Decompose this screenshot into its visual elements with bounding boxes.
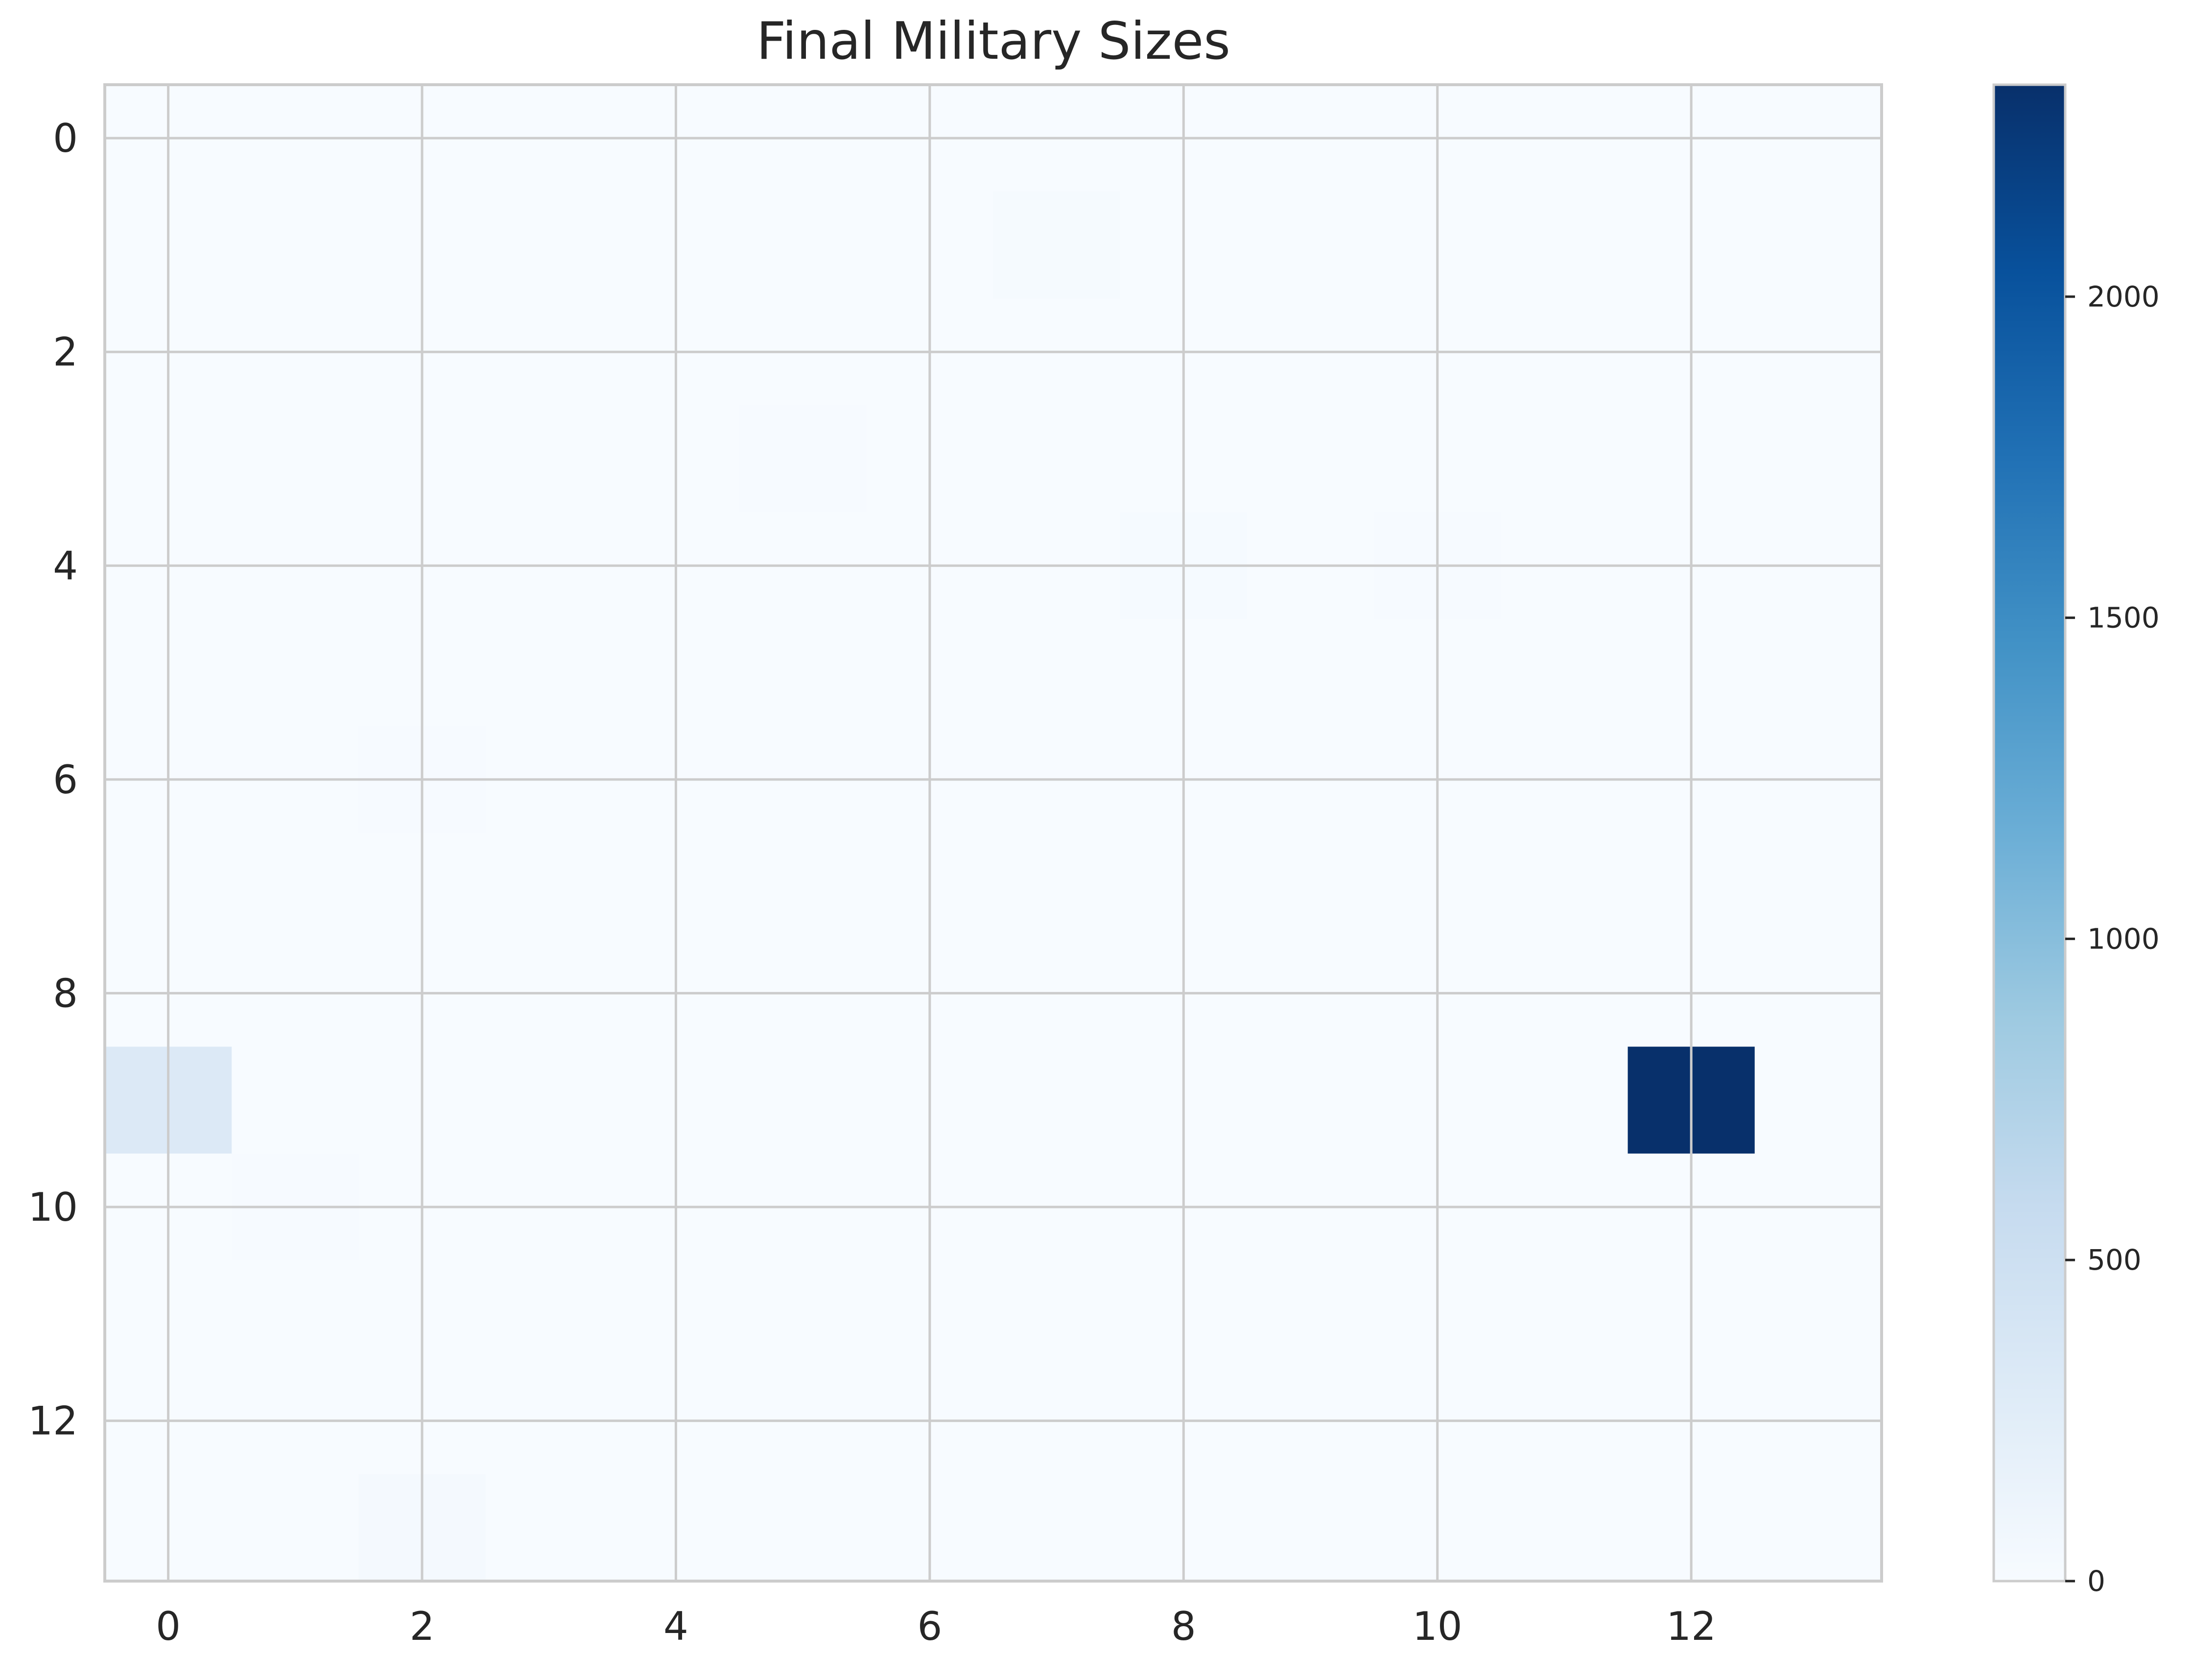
colorbar-tick-label: 1500 xyxy=(2087,601,2160,635)
y-tick-label: 8 xyxy=(53,970,78,1016)
heatmap-cell xyxy=(993,191,1120,299)
x-tick-label: 12 xyxy=(1666,1604,1716,1649)
colorbar xyxy=(1992,83,2067,1583)
y-tick-label: 12 xyxy=(28,1398,78,1444)
colorbar-tick-label: 500 xyxy=(2087,1243,2142,1277)
chart-title: Final Military Sizes xyxy=(756,11,1230,71)
plot-frame xyxy=(103,83,1883,1583)
x-tick-label: 0 xyxy=(156,1604,181,1649)
colorbar-tick-label: 1000 xyxy=(2087,922,2160,955)
heatmap-cell xyxy=(739,405,867,513)
x-tick-label: 2 xyxy=(410,1604,435,1649)
x-tick-label: 4 xyxy=(663,1604,688,1649)
colorbar-tick-label: 0 xyxy=(2087,1564,2105,1598)
x-tick-label: 10 xyxy=(1413,1604,1462,1649)
y-tick-label: 0 xyxy=(53,116,78,161)
x-tick-label: 8 xyxy=(1171,1604,1196,1649)
y-tick-label: 4 xyxy=(53,543,78,589)
y-tick-label: 6 xyxy=(53,757,78,803)
y-tick-label: 10 xyxy=(28,1184,78,1230)
y-tick-label: 2 xyxy=(53,330,78,375)
x-tick-label: 6 xyxy=(917,1604,942,1649)
colorbar-tick-label: 2000 xyxy=(2087,280,2160,313)
